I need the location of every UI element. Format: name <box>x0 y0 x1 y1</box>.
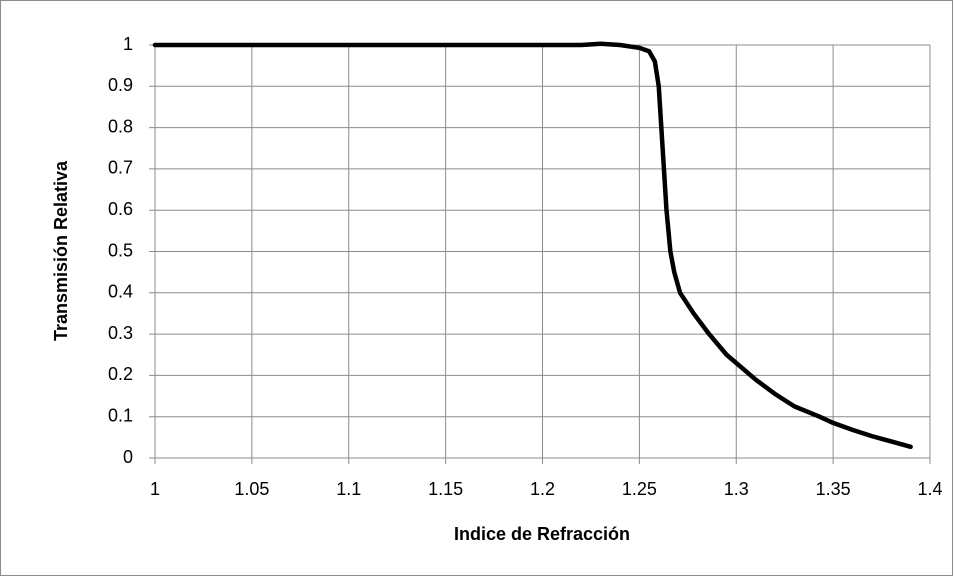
x-tick-label: 1.4 <box>917 479 942 499</box>
y-tick-label: 0.9 <box>108 75 133 95</box>
y-axis-title: Transmisión Relativa <box>51 160 71 341</box>
y-tick-label: 0.2 <box>108 364 133 384</box>
line <box>152 41 913 450</box>
y-tick-label: 0.7 <box>108 158 133 178</box>
x-tick-label: 1.35 <box>816 479 851 499</box>
y-tick-label: 0.4 <box>108 282 133 302</box>
y-tick-label: 0 <box>123 447 133 467</box>
x-tick-label: 1.1 <box>336 479 361 499</box>
y-tick-label: 0.6 <box>108 199 133 219</box>
x-tick-label: 1 <box>150 479 160 499</box>
y-tick-label: 0.1 <box>108 405 133 425</box>
x-tick-label: 1.3 <box>724 479 749 499</box>
y-tick-label: 0.5 <box>108 240 133 260</box>
x-axis-title: Indice de Refracción <box>454 524 630 544</box>
x-tick-label: 1.25 <box>622 479 657 499</box>
x-tick-label: 1.15 <box>428 479 463 499</box>
y-tick-label: 0.8 <box>108 116 133 136</box>
x-tick-label: 1.2 <box>530 479 555 499</box>
x-tick-label: 1.05 <box>234 479 269 499</box>
y-tick-label: 0.3 <box>108 323 133 343</box>
y-tick-label: 1 <box>123 34 133 54</box>
